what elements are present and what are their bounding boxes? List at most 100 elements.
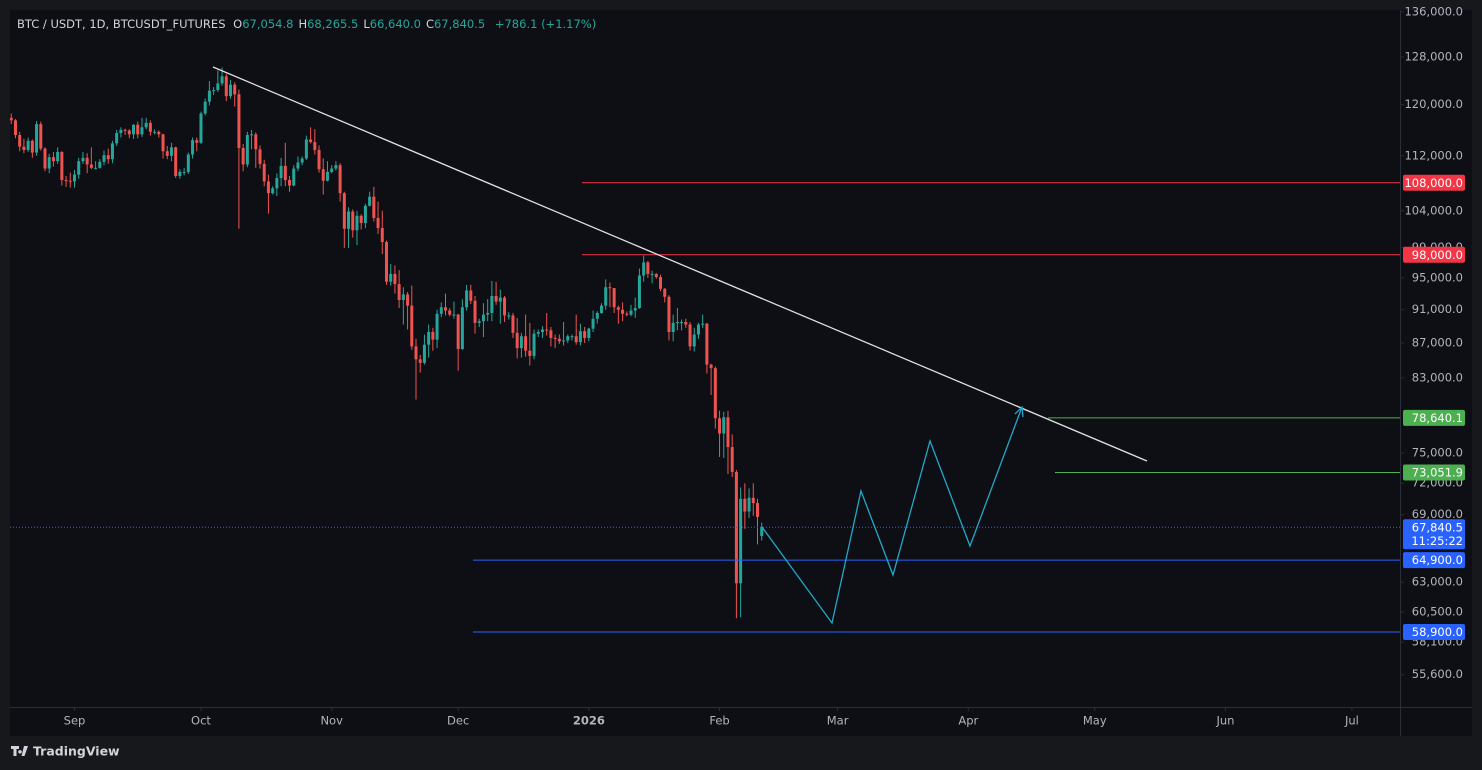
level-label: 73,051.9 <box>1412 465 1463 479</box>
candle-body <box>431 332 435 340</box>
candle-body <box>60 151 64 181</box>
candle-body <box>557 338 561 342</box>
candle-body <box>309 139 313 143</box>
x-tick-label: Feb <box>709 714 729 728</box>
candle-body <box>304 139 308 159</box>
drawings <box>212 66 1148 625</box>
candle-body <box>182 171 186 173</box>
candle-body <box>465 290 469 308</box>
candle-body <box>701 323 705 325</box>
candle-body <box>26 140 30 150</box>
candle-body <box>220 76 224 84</box>
candle-body <box>106 155 110 160</box>
y-tick-label: 136,000.0 <box>1404 5 1463 19</box>
candle-body <box>30 140 34 153</box>
level-label-box <box>1403 409 1465 426</box>
level-label: 78,640.1 <box>1412 411 1463 425</box>
candle-body <box>330 168 334 172</box>
candle-body <box>13 120 17 135</box>
y-tick-label: 95,000.0 <box>1412 270 1463 284</box>
candle-body <box>250 134 254 136</box>
candle-body <box>47 157 51 169</box>
candle-body <box>684 322 688 325</box>
candle-body <box>540 329 544 333</box>
candle-body <box>262 163 266 182</box>
candle-body <box>629 310 633 315</box>
candle-body <box>574 336 578 343</box>
projection-arrowhead <box>1014 405 1024 418</box>
candle-body <box>191 140 195 155</box>
candle-body <box>460 307 464 349</box>
x-tick-label: Dec <box>447 714 469 728</box>
candle-body <box>414 346 418 360</box>
candle-body <box>115 133 119 144</box>
candle-body <box>136 124 140 135</box>
y-tick-label: 55,600.0 <box>1412 667 1463 681</box>
candle-body <box>157 131 161 135</box>
candle-body <box>705 323 709 365</box>
candle-body <box>490 295 494 313</box>
candle-body <box>696 324 700 335</box>
candle-body <box>127 130 131 135</box>
candle-body <box>532 333 536 356</box>
candle-body <box>713 368 717 419</box>
countdown-label: 11:25:22 <box>1411 534 1463 548</box>
legend-key: C <box>426 17 434 31</box>
candle-body <box>342 193 346 229</box>
candle-body <box>406 294 410 306</box>
candle-body <box>570 336 574 338</box>
candle-body <box>654 273 658 278</box>
candle-body <box>363 205 367 223</box>
candle-body <box>81 157 85 162</box>
candle-body <box>616 307 620 310</box>
candle-body <box>123 129 127 131</box>
x-tick-label: Oct <box>191 714 211 728</box>
candle-body <box>199 113 203 143</box>
x-tick-label: Jun <box>1215 714 1234 728</box>
y-tick-label: 112,000.0 <box>1404 148 1463 162</box>
candle-body <box>435 313 439 340</box>
candle-body <box>688 324 692 347</box>
legend-key: L <box>363 17 370 31</box>
last-price-box <box>1403 519 1465 550</box>
candle-body <box>536 332 540 334</box>
y-tick-label: 69,000.0 <box>1412 507 1463 521</box>
y-tick-label: 120,000.0 <box>1404 97 1463 111</box>
candle-body <box>545 329 549 331</box>
candle-body <box>604 287 608 306</box>
candle-body <box>549 330 553 338</box>
candle-body <box>578 331 582 343</box>
candle-body <box>73 174 77 182</box>
candle-body <box>456 314 460 349</box>
candle-body <box>292 168 296 186</box>
candle-body <box>524 336 528 351</box>
candle-body <box>279 165 283 179</box>
candle-body <box>178 171 182 176</box>
candle-body <box>625 313 629 315</box>
candle-body <box>313 142 317 150</box>
candle-body <box>747 497 751 512</box>
candle-body <box>566 336 570 341</box>
candle-body <box>389 273 393 282</box>
level-label-box <box>1403 552 1465 569</box>
candle-body <box>646 262 650 274</box>
candle-body <box>675 322 679 324</box>
candle-body <box>376 217 380 229</box>
trend-line <box>212 66 1148 462</box>
y-tick-label: 87,000.0 <box>1412 336 1463 350</box>
candle-body <box>351 211 355 231</box>
candle-body <box>85 157 89 165</box>
symbol: BTC / USDT, 1D, BTCUSDT_FUTURES <box>17 17 226 31</box>
candle-body <box>22 146 26 150</box>
candle-body <box>144 122 148 128</box>
candle-body <box>751 497 755 504</box>
candle-body <box>507 315 511 317</box>
x-tick-label: Nov <box>320 714 343 728</box>
level-label-box <box>1403 464 1465 481</box>
last-price-label: 67,840.5 <box>1412 520 1463 534</box>
candle-body <box>56 151 60 162</box>
candle-body <box>692 334 696 347</box>
candle-body <box>599 305 603 313</box>
x-tick-label: 2026 <box>573 714 605 728</box>
